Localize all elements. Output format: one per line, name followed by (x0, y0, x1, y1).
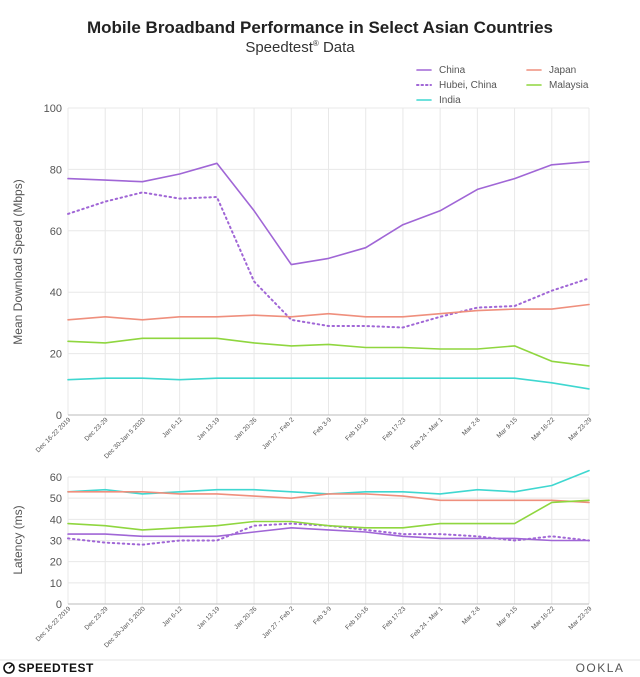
x-tick-label: Feb 24 - Mar 1 (409, 416, 444, 451)
x-tick-label: Jan 27 - Feb 2 (261, 605, 296, 640)
x-tick-label: Dec 30-Jan 5 2020 (103, 416, 147, 460)
x-tick-label: Jan 13-19 (196, 416, 222, 442)
y-axis-title: Latency (ms) (11, 505, 25, 574)
y-tick-label: 60 (50, 226, 62, 238)
x-tick-label: Dec 23-29 (83, 416, 109, 442)
x-tick-label: Feb 3-9 (312, 416, 333, 437)
x-tick-label: Feb 24 - Mar 1 (409, 605, 444, 640)
legend: China Japan Hubei, China Malaysia India (416, 65, 589, 106)
x-tick-label: Jan 6-12 (161, 605, 184, 628)
speedtest-logo: SPEEDTEST (3, 661, 94, 675)
y-tick-label: 80 (50, 164, 62, 176)
series-line-japan (67, 303, 590, 321)
y-tick-label: 100 (44, 103, 62, 115)
y-tick-label: 60 (50, 472, 62, 484)
x-tick-label: Jan 20-26 (233, 416, 259, 442)
legend-label: Japan (549, 65, 576, 76)
x-tick-label: Feb 17-23 (381, 416, 407, 442)
chart-subtitle: Speedtest® Data (245, 39, 355, 56)
series-line-malaysia (67, 337, 590, 367)
x-tick-label: Feb 10-16 (344, 416, 370, 442)
y-tick-label: 10 (50, 578, 62, 590)
x-tick-label: Mar 2-8 (461, 605, 482, 626)
speedtest-brand: SPEEDTEST (18, 661, 94, 675)
legend-label: India (439, 95, 461, 106)
y-tick-label: 20 (50, 557, 62, 569)
y-tick-label: 40 (50, 514, 62, 526)
x-tick-label: Feb 3-9 (312, 605, 333, 626)
x-tick-label: Jan 6-12 (161, 416, 184, 439)
y-tick-label: 0 (56, 410, 62, 422)
x-tick-label: Feb 17-23 (381, 605, 407, 631)
series-line-hubei-china (67, 522, 590, 546)
legend-label: Hubei, China (439, 80, 497, 91)
x-tick-label: Jan 20-26 (233, 605, 259, 631)
x-tick-label: Dec 30-Jan 5 2020 (103, 605, 147, 649)
speedtest-gauge-icon (3, 662, 15, 674)
y-tick-label: 0 (56, 599, 62, 611)
ookla-logo: OOKLA (576, 661, 625, 675)
x-tick-label: Jan 13-19 (196, 605, 222, 631)
legend-label: China (439, 65, 466, 76)
series-line-china (67, 526, 590, 542)
series-line-malaysia (67, 499, 590, 531)
x-tick-label: Mar 2-8 (461, 416, 482, 437)
chart-title: Mobile Broadband Performance in Select A… (87, 18, 553, 37)
x-tick-label: Dec 16-22 2019 (35, 605, 73, 643)
legend-label: Malaysia (549, 80, 589, 91)
download-speed-panel: 0 20 40 60 80 100 Mean Download Speed (Mbps) De… (11, 103, 594, 460)
y-tick-label: 20 (50, 349, 62, 361)
y-axis-title: Mean Download Speed (Mbps) (11, 179, 25, 344)
x-tick-label: Jan 27 - Feb 2 (261, 416, 296, 451)
series-line-india (67, 377, 590, 390)
series-line-hubei-china (67, 191, 590, 329)
x-tick-label: Mar 16-22 (530, 605, 556, 631)
x-tick-label: Dec 16-22 2019 (35, 416, 73, 454)
y-tick-label: 30 (50, 536, 62, 548)
latency-panel: 0 10 20 30 40 50 60 Latency (ms) Dec 16-22 2019 D… (11, 469, 594, 649)
x-tick-label: Mar 16-22 (530, 416, 556, 442)
x-tick-label: Mar 9-15 (496, 605, 520, 629)
x-tick-label: Mar 23-29 (568, 605, 594, 631)
x-tick-label: Mar 9-15 (496, 416, 520, 440)
y-tick-label: 50 (50, 493, 62, 505)
x-tick-label: Mar 23-29 (568, 416, 594, 442)
x-tick-label: Feb 10-16 (344, 605, 370, 631)
speedtest-needle-icon (8, 664, 13, 669)
series-line-china (67, 160, 590, 266)
series-line-japan (67, 490, 590, 504)
x-tick-label: Dec 23-29 (83, 605, 109, 631)
y-tick-label: 40 (50, 287, 62, 299)
